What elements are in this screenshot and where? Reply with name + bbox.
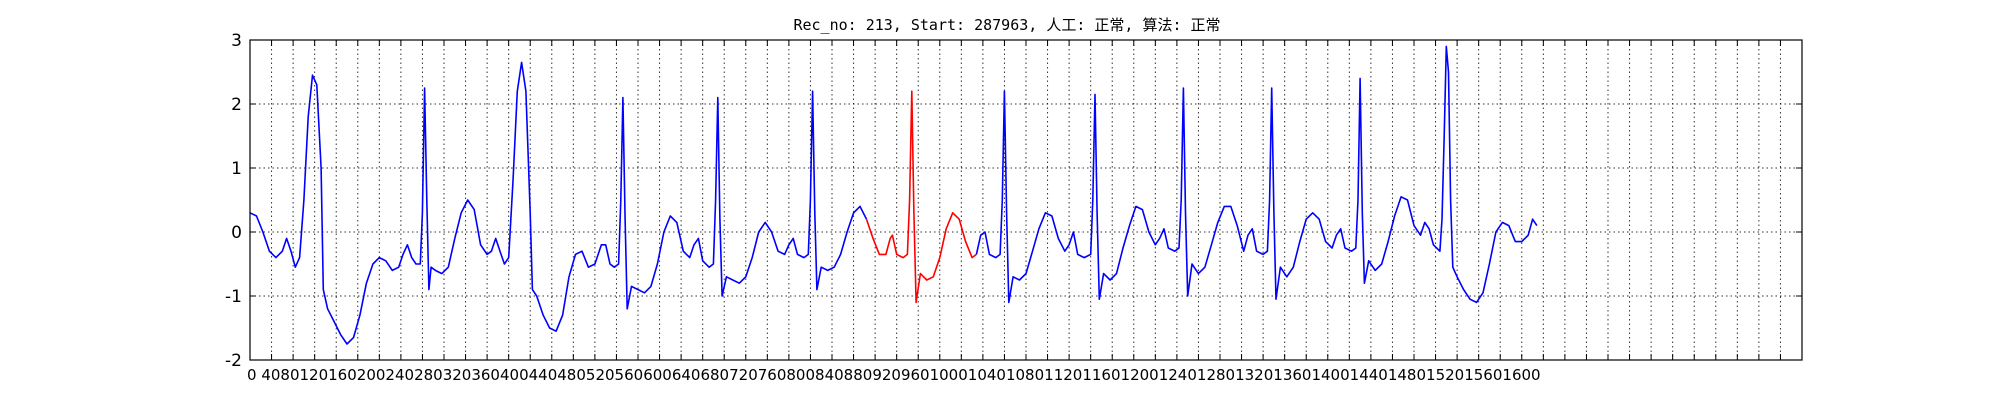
x-tick-label: 200 — [357, 366, 386, 384]
x-tick-label: 360 — [471, 366, 500, 384]
plot-frame — [249, 39, 1803, 361]
x-tick-label: 280 — [414, 366, 443, 384]
x-tick-label: 1440 — [1350, 366, 1388, 384]
x-tick-label: 1280 — [1197, 366, 1235, 384]
x-tick-label: 560 — [615, 366, 644, 384]
x-tick-label: 680 — [700, 366, 729, 384]
x-tick-label: 1560 — [1464, 366, 1502, 384]
x-tick-label: 160 — [328, 366, 357, 384]
x-tick-label: 1600 — [1502, 366, 1540, 384]
x-tick-label: 1240 — [1159, 366, 1197, 384]
x-tick-label: 1160 — [1082, 366, 1120, 384]
x-tick-label: 1360 — [1273, 366, 1311, 384]
x-tick-label: 400 — [500, 366, 529, 384]
grid — [250, 40, 1802, 360]
y-tick-label: 0 — [231, 223, 242, 243]
x-tick-label: 320 — [443, 366, 472, 384]
chart-title: Rec_no: 213, Start: 287963, 人工: 正常, 算法: … — [793, 16, 1220, 34]
x-tick-label: 960 — [901, 366, 930, 384]
x-tick-label: 80 — [280, 366, 299, 384]
ecg-series-1-line — [865, 90, 977, 304]
x-tick-label: 1320 — [1235, 366, 1273, 384]
ticks: -2 -1 0 1 2 3 0 40 80 120 160 200 240 280 320 360 400 44… — [225, 31, 1803, 384]
x-tick-label: 800 — [786, 366, 815, 384]
x-tick-label: 920 — [872, 366, 901, 384]
x-tick-label: 760 — [758, 366, 787, 384]
x-tick-label: 120 — [300, 366, 329, 384]
y-tick-label: 2 — [231, 95, 242, 115]
y-tick-label: 3 — [231, 31, 242, 51]
x-tick-label: 520 — [586, 366, 615, 384]
y-tick-label: -1 — [225, 287, 242, 307]
x-tick-label: 1040 — [968, 366, 1006, 384]
x-tick-label: 1520 — [1426, 366, 1464, 384]
x-tick-label: 840 — [815, 366, 844, 384]
x-tick-label: 720 — [729, 366, 758, 384]
ecg-series-0-line — [249, 61, 868, 345]
x-tick-label: 1080 — [1006, 366, 1044, 384]
x-tick-label: 1120 — [1044, 366, 1082, 384]
x-tick-label: 240 — [385, 366, 414, 384]
x-tick-label: 440 — [529, 366, 558, 384]
x-tick-label: 1480 — [1388, 366, 1426, 384]
y-tick-label: 1 — [231, 159, 242, 179]
ecg-series-2-line — [975, 45, 1538, 304]
x-tick-label: 600 — [643, 366, 672, 384]
x-tick-label: 640 — [672, 366, 701, 384]
x-tick-label: 480 — [557, 366, 586, 384]
y-tick-label: -2 — [225, 351, 242, 371]
series — [249, 45, 1538, 345]
x-tick-label: 1200 — [1121, 366, 1159, 384]
x-tick-label: 1400 — [1311, 366, 1349, 384]
x-tick-label: 0 — [247, 366, 257, 384]
x-tick-label: 1000 — [930, 366, 968, 384]
x-tick-label: 880 — [844, 366, 873, 384]
x-tick-label: 40 — [257, 366, 281, 384]
